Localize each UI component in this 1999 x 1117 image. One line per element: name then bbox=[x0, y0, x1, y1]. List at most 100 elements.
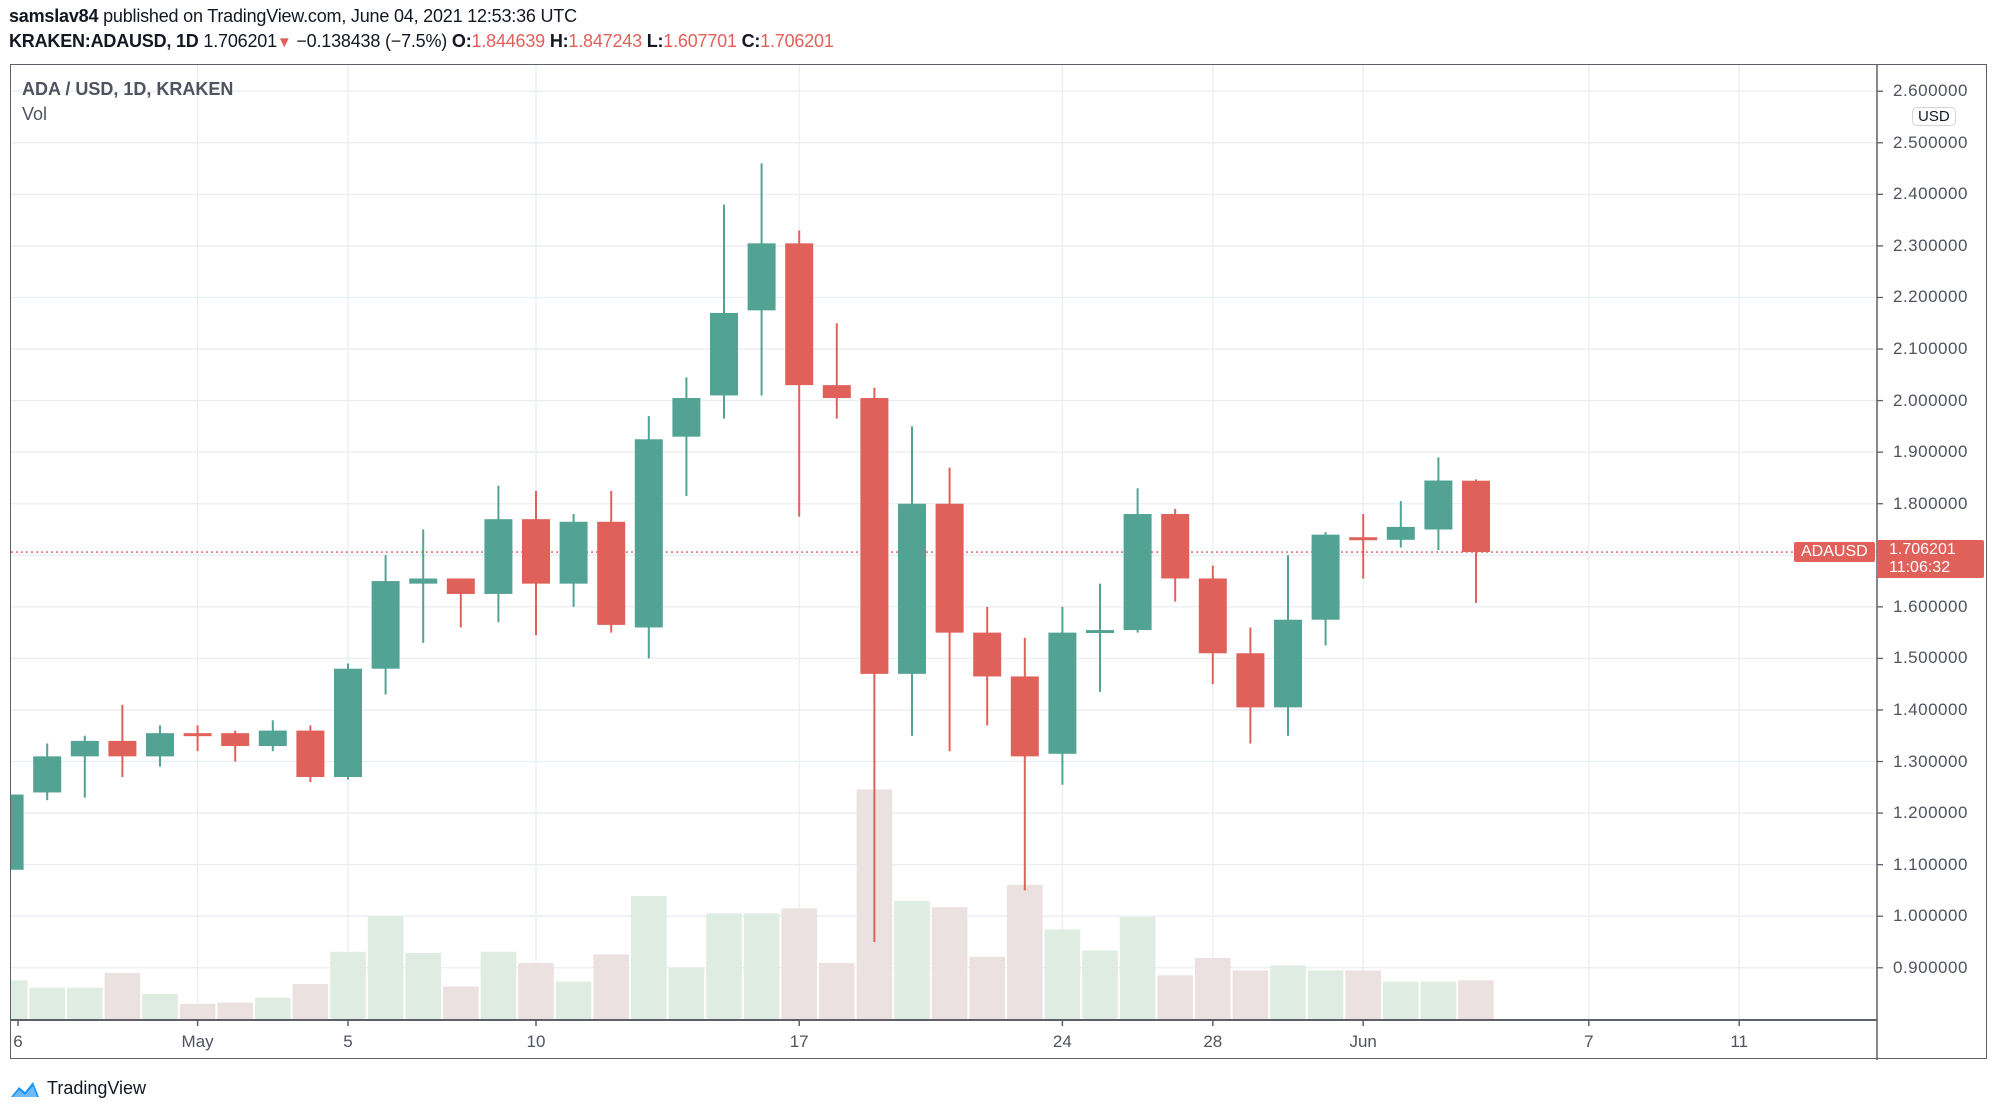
volume-bar bbox=[292, 984, 329, 1020]
candle-body bbox=[296, 730, 325, 777]
bar-countdown: 11:06:32 bbox=[1889, 559, 1951, 577]
volume-bar bbox=[931, 907, 968, 1020]
currency-badge[interactable]: USD bbox=[1912, 107, 1956, 126]
candle-body bbox=[1311, 534, 1340, 620]
volume-bar bbox=[555, 981, 592, 1020]
price-tick-label: 2.400000 bbox=[1893, 184, 1968, 204]
price-tick-label: 2.200000 bbox=[1893, 287, 1968, 307]
volume-bar bbox=[1007, 884, 1043, 1020]
time-tick-label: 24 bbox=[1052, 1032, 1072, 1051]
candle-body bbox=[1198, 578, 1227, 654]
tradingview-cloud-icon bbox=[11, 1081, 39, 1097]
price-tick-label: 2.000000 bbox=[1893, 390, 1968, 410]
chart-frame bbox=[10, 64, 1987, 1059]
price-tick-label: 2.300000 bbox=[1893, 235, 1968, 255]
candle-body bbox=[108, 740, 137, 757]
candle-body bbox=[973, 632, 1002, 677]
volume-bar bbox=[443, 986, 479, 1020]
plot-area bbox=[11, 65, 1877, 1020]
candle-body bbox=[1161, 514, 1190, 579]
price-tick-label: 1.500000 bbox=[1893, 648, 1968, 668]
volume-bar bbox=[29, 987, 65, 1020]
volume-bar bbox=[1157, 975, 1193, 1020]
volume-bar bbox=[743, 913, 780, 1020]
published-text: published on TradingView.com, June 04, 2… bbox=[103, 6, 577, 26]
time-tick-label: Jun bbox=[1349, 1032, 1377, 1051]
candle-body bbox=[1349, 537, 1378, 541]
volume-bar bbox=[668, 967, 705, 1020]
candle-body bbox=[33, 756, 62, 793]
price-tick-label: 1.000000 bbox=[1893, 906, 1968, 926]
volume-legend: Vol bbox=[22, 104, 48, 124]
volume-bar bbox=[1044, 929, 1081, 1020]
volume-bar bbox=[11, 980, 28, 1020]
symbol-label: KRAKEN:ADAUSD, 1D bbox=[9, 31, 199, 51]
author-name: samslav84 bbox=[9, 6, 99, 26]
candle-body bbox=[446, 578, 475, 594]
volume-bar bbox=[217, 1002, 253, 1020]
volume-bar bbox=[518, 962, 554, 1020]
volume-bar bbox=[1345, 970, 1381, 1020]
price-tick-label: 0.900000 bbox=[1893, 957, 1968, 977]
volume-bar bbox=[1119, 917, 1156, 1020]
time-tick-label: 17 bbox=[789, 1032, 809, 1051]
volume-bar bbox=[330, 951, 366, 1020]
volume-bar bbox=[480, 951, 517, 1020]
publish-info: samslav84 published on TradingView.com, … bbox=[9, 6, 577, 27]
candle-body bbox=[1386, 526, 1415, 540]
candle-body bbox=[860, 398, 889, 674]
brand-name: TradingView bbox=[47, 1078, 147, 1098]
time-tick-label: 7 bbox=[1584, 1032, 1594, 1051]
price-tick-label: 1.600000 bbox=[1893, 596, 1968, 616]
last-price: 1.706201 bbox=[203, 31, 277, 51]
price-tick-label: 1.300000 bbox=[1893, 751, 1968, 771]
candle-body bbox=[747, 243, 776, 311]
candle-body bbox=[334, 668, 362, 777]
candle-body bbox=[597, 521, 626, 625]
candle-body bbox=[785, 243, 814, 386]
candle-body bbox=[1236, 653, 1265, 708]
volume-bar bbox=[706, 913, 742, 1020]
volume-bar bbox=[1232, 970, 1269, 1020]
candle-body bbox=[371, 581, 400, 669]
time-tick-label: 5 bbox=[343, 1032, 353, 1051]
volume-bar bbox=[67, 987, 103, 1020]
close-value: 1.706201 bbox=[760, 31, 834, 51]
price-tick-label: 2.100000 bbox=[1893, 339, 1968, 359]
low-value: 1.607701 bbox=[663, 31, 737, 51]
candle-body bbox=[559, 521, 588, 584]
chart-legend-title: ADA / USD, 1D, KRAKEN bbox=[22, 79, 234, 99]
low-label: L: bbox=[646, 31, 664, 51]
volume-bar bbox=[1383, 981, 1419, 1020]
price-change: −0.138438 (−7.5%) bbox=[296, 31, 448, 51]
price-tick-label: 1.400000 bbox=[1893, 699, 1968, 719]
last-price-tag: 1.706201 11:06:32 bbox=[1877, 540, 1984, 579]
volume-bar bbox=[819, 962, 855, 1020]
time-tick-label: 6 bbox=[13, 1032, 23, 1051]
candle-body bbox=[1424, 480, 1453, 530]
candle-body bbox=[183, 733, 212, 737]
candle-body bbox=[822, 385, 851, 399]
volume-bar bbox=[142, 993, 178, 1020]
candle-body bbox=[11, 794, 24, 870]
time-tick-label: 11 bbox=[1730, 1032, 1749, 1051]
time-tick-label: 10 bbox=[526, 1032, 546, 1051]
volume-bar bbox=[1458, 980, 1494, 1020]
symbol-price-tag: ADAUSD bbox=[1794, 542, 1875, 563]
candle-body bbox=[484, 519, 513, 594]
price-tick-label: 1.200000 bbox=[1893, 803, 1968, 823]
candle-body bbox=[1048, 632, 1077, 754]
volume-bar bbox=[969, 956, 1005, 1020]
volume-bar bbox=[1270, 965, 1306, 1020]
candle-body bbox=[935, 503, 964, 633]
candle-body bbox=[710, 312, 738, 396]
candle-body bbox=[1274, 619, 1302, 708]
candle-body bbox=[522, 519, 550, 584]
candle-body bbox=[898, 503, 926, 674]
close-label: C: bbox=[741, 31, 761, 51]
volume-bar bbox=[367, 915, 404, 1020]
symbol-info: KRAKEN:ADAUSD, 1D 1.706201▼ −0.138438 (−… bbox=[9, 31, 834, 52]
candle-body bbox=[146, 733, 174, 757]
tradingview-logo[interactable]: TradingView bbox=[9, 1078, 146, 1099]
